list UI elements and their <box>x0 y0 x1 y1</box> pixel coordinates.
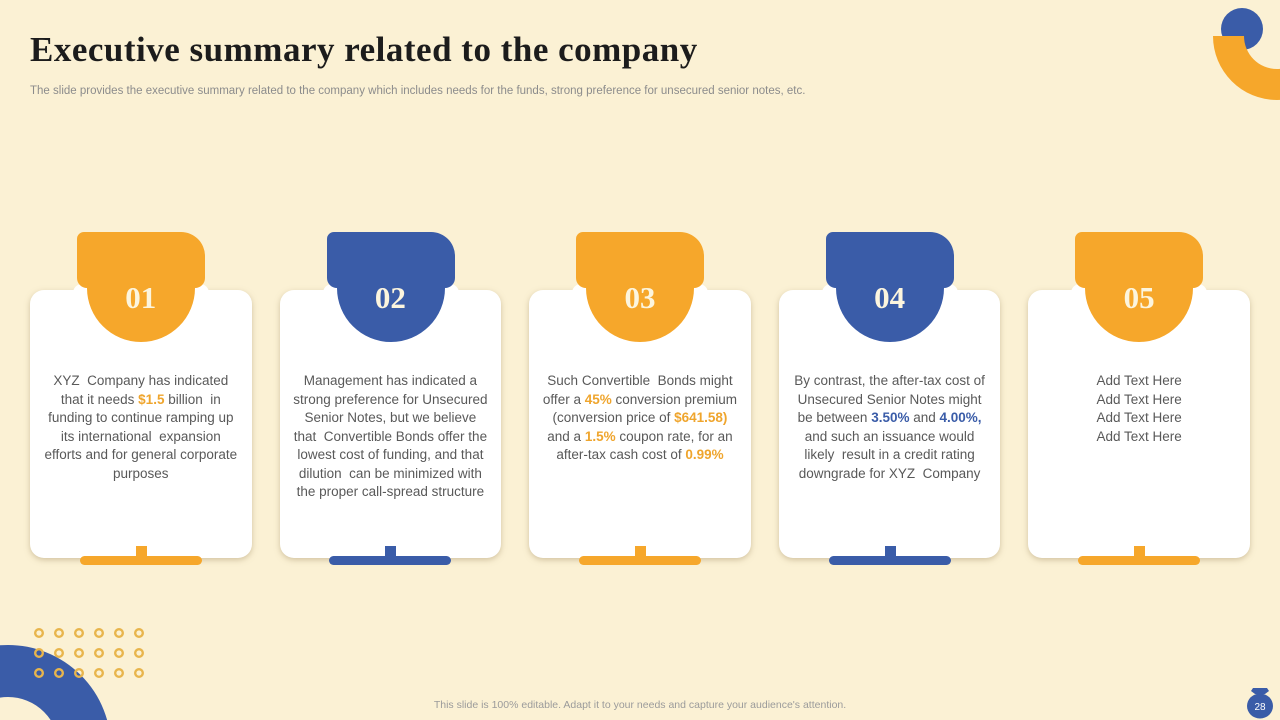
card-text-segment: Management has indicated a strong prefer… <box>293 373 492 499</box>
card-text-segment: conversion premium (conversion price of <box>552 391 741 426</box>
summary-card-01: 01 XYZ Company has indicated that it need… <box>30 232 252 565</box>
card-text-segment: and such an issuance would likely result… <box>798 410 986 481</box>
card-number-badge <box>825 232 954 342</box>
blue-ring-arc-shape <box>0 645 108 720</box>
corner-decoration-top-right <box>1213 8 1280 100</box>
highlighted-value: $1.5 <box>138 391 165 407</box>
summary-card-05: 05 Add Text Here Add Text Here Add Text Her… <box>1028 232 1250 565</box>
summary-card-04: 04 By contrast, the after-tax cost of Uns… <box>778 232 1001 565</box>
summary-card-03: 03 Such Convertible Bonds might offer a 4… <box>529 232 751 565</box>
highlighted-value: 3.50% <box>871 410 910 425</box>
card-accent-bar <box>828 556 951 565</box>
placeholder-text-line[interactable]: Add Text Here <box>1096 391 1182 407</box>
footer-note: This slide is 100% editable. Adapt it to… <box>433 699 847 711</box>
page-subtitle: The slide provides the executive summary… <box>30 85 806 97</box>
highlighted-value: 45% <box>584 391 612 407</box>
card-text: By contrast, the after-tax cost of Unsec… <box>792 372 988 483</box>
card-text-segment: By contrast, the after-tax cost of Unsec… <box>794 373 989 425</box>
card-accent-square <box>1134 546 1146 559</box>
orange-half-ring-shape <box>1213 36 1280 100</box>
card-number-badge <box>576 232 705 342</box>
card-text-segment: XYZ Company has indicated that it needs <box>53 373 232 407</box>
card-accent-square <box>135 546 147 559</box>
card-accent-square <box>884 546 896 559</box>
card-text-segment: and <box>909 410 940 425</box>
card-accent-bar <box>578 556 701 565</box>
highlighted-value: 4.00%, <box>939 410 982 425</box>
placeholder-text-line[interactable]: Add Text Here <box>1096 373 1182 388</box>
corner-decoration-bottom-left <box>0 645 108 720</box>
card-number: 03 <box>624 280 656 315</box>
card-text: Management has indicated a strong prefer… <box>293 372 489 502</box>
card-number: 02 <box>374 280 406 315</box>
card-text-segment: Such Convertible Bonds might offer a <box>542 373 737 407</box>
highlighted-value: 0.99% <box>685 447 724 462</box>
card-accent-bar <box>79 556 202 565</box>
placeholder-text-line[interactable]: Add Text Here <box>1096 410 1182 425</box>
card-number: 01 <box>125 280 157 315</box>
highlighted-value: 1.5% <box>584 428 616 444</box>
summary-card-02: 02 Management has indicated a strong pref… <box>279 232 502 565</box>
money-bag-icon: 28 <box>1247 688 1273 719</box>
placeholder-text-line[interactable]: Add Text Here <box>1096 428 1182 444</box>
card-accent-square <box>385 546 397 559</box>
dot-grid-decoration <box>34 628 144 679</box>
card-text: Such Convertible Bonds might offer a 45%… <box>542 372 738 465</box>
card-number-badge <box>77 232 205 342</box>
card-text: XYZ Company has indicated that it needs … <box>43 372 239 483</box>
card-accent-bar <box>329 556 452 565</box>
card-text-segment: billion in funding to continue ramping u… <box>44 391 241 481</box>
card-text-segment: and a <box>547 410 732 444</box>
card-number: 04 <box>874 280 906 315</box>
card-number-badge <box>326 232 455 342</box>
summary-cards-row: 01 XYZ Company has indicated that it need… <box>30 232 1250 565</box>
card-text[interactable]: Add Text Here Add Text Here Add Text Here A… <box>1041 372 1237 446</box>
card-number: 05 <box>1123 280 1155 315</box>
page-number: 28 <box>1254 702 1266 713</box>
highlighted-value: $641.58) <box>674 410 728 425</box>
card-number-badge <box>1075 232 1204 342</box>
page-title: Executive summary related to the company <box>30 30 698 69</box>
card-text-segment: coupon rate, for an after-tax cash cost … <box>556 428 737 463</box>
card-accent-square <box>634 546 646 559</box>
card-accent-bar <box>1078 556 1201 565</box>
